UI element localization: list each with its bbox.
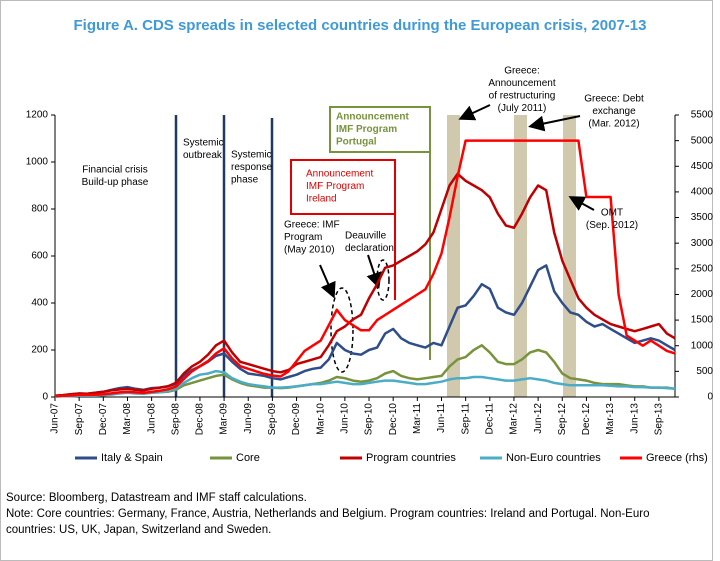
y-tick-label: 800 bbox=[31, 204, 48, 215]
x-tick-label: Jun-11 bbox=[436, 403, 447, 433]
x-tick-label: Mar-08 bbox=[122, 403, 133, 435]
annotation: phase bbox=[231, 175, 259, 186]
dashed-ellipse bbox=[330, 287, 354, 373]
y-tick-label: 1200 bbox=[26, 110, 49, 121]
x-tick-label: Sep-07 bbox=[74, 403, 85, 436]
x-tick-label: Dec-10 bbox=[388, 403, 399, 436]
annotation: Systemic bbox=[183, 138, 224, 149]
x-tick-label: Sep-09 bbox=[267, 403, 278, 436]
y-tick-label: 600 bbox=[31, 251, 48, 262]
x-tick-label: Dec-08 bbox=[195, 403, 206, 436]
x-tick-label: Mar-11 bbox=[412, 403, 423, 434]
y2-tick-label: 5000 bbox=[691, 135, 714, 146]
annotation: Build-up phase bbox=[82, 177, 149, 188]
portugal-box bbox=[329, 106, 431, 153]
series-line bbox=[54, 369, 676, 398]
arrow bbox=[319, 264, 336, 299]
x-tick-label: Sep-08 bbox=[170, 403, 181, 436]
x-tick-label: Sep-11 bbox=[460, 403, 471, 435]
legend-label: Core bbox=[236, 452, 260, 464]
y-tick-label: 1000 bbox=[26, 157, 49, 168]
y2-tick-label: 2500 bbox=[691, 263, 714, 274]
x-tick-label: Jun-13 bbox=[629, 403, 640, 434]
y2-tick-label: 4500 bbox=[691, 161, 714, 172]
y2-tick-label: 3000 bbox=[691, 238, 714, 249]
x-tick-label: Mar-10 bbox=[315, 403, 326, 435]
annotation: exchange bbox=[592, 106, 636, 117]
y-tick-label: 400 bbox=[31, 298, 48, 309]
annotation: declaration bbox=[345, 243, 394, 254]
legend-label: Greece (rhs) bbox=[646, 452, 708, 464]
annotation: Greece: Debt bbox=[584, 94, 644, 105]
annotation: Greece: IMF bbox=[284, 220, 340, 231]
x-tick-label: Mar-13 bbox=[605, 403, 616, 435]
x-tick-label: Mar-12 bbox=[509, 403, 520, 435]
annotation: (May 2010) bbox=[284, 245, 335, 256]
annotation: Program bbox=[284, 232, 322, 243]
annotation: IMF Program bbox=[336, 124, 397, 135]
annotation: OMT bbox=[601, 208, 623, 219]
y2-tick-label: 1500 bbox=[691, 315, 714, 326]
annotation: Deauville bbox=[345, 231, 387, 242]
y-tick-label: 0 bbox=[42, 392, 48, 403]
ireland-box bbox=[290, 159, 396, 215]
shade-band bbox=[447, 115, 460, 397]
annotation: Financial crisis bbox=[82, 165, 148, 176]
shade-band bbox=[514, 115, 527, 397]
arrow bbox=[366, 254, 382, 289]
arrow bbox=[458, 104, 491, 121]
legend-label: Program countries bbox=[366, 452, 456, 464]
y2-tick-label: 1000 bbox=[691, 340, 714, 351]
annotation: IMF Program bbox=[306, 181, 364, 192]
annotation: of restructuring bbox=[489, 91, 556, 102]
series-line bbox=[54, 172, 676, 398]
annotation: Announcement bbox=[336, 112, 409, 123]
legend-label: Italy & Spain bbox=[101, 452, 163, 464]
y2-tick-label: 5500 bbox=[691, 110, 714, 121]
footnotes: Source: Bloomberg, Datastream and IMF st… bbox=[6, 490, 686, 538]
annotation: (Sep. 2012) bbox=[586, 220, 638, 231]
series-line bbox=[54, 139, 676, 398]
annotation: Greece: bbox=[504, 66, 540, 77]
y2-tick-label: 0 bbox=[707, 392, 713, 403]
annotation: (July 2011) bbox=[498, 103, 547, 114]
x-tick-label: Sep-12 bbox=[557, 403, 568, 436]
shade-band bbox=[563, 115, 576, 397]
x-tick-label: Jun-12 bbox=[533, 403, 544, 434]
annotation: Systemic bbox=[231, 150, 272, 161]
y2-tick-label: 4000 bbox=[691, 187, 714, 198]
annotation: outbreak bbox=[183, 150, 223, 161]
annotation: response bbox=[231, 162, 273, 173]
arrow bbox=[568, 196, 595, 211]
x-tick-label: Sep-13 bbox=[654, 403, 665, 436]
chart-title: Figure A. CDS spreads in selected countr… bbox=[74, 17, 647, 34]
x-tick-label: Dec-07 bbox=[98, 403, 109, 436]
note: Note: Core countries: Germany, France, A… bbox=[6, 508, 650, 536]
legend-label: Non-Euro countries bbox=[506, 452, 601, 464]
annotation: Announcement bbox=[488, 78, 555, 89]
x-tick-label: Jun-08 bbox=[146, 403, 157, 434]
annotation: (Mar. 2012) bbox=[588, 119, 639, 130]
x-tick-label: Jun-07 bbox=[50, 403, 61, 434]
annotation: Ireland bbox=[306, 194, 337, 205]
x-tick-label: Dec-11 bbox=[484, 403, 495, 435]
x-tick-label: Jun-09 bbox=[243, 403, 254, 434]
y2-tick-label: 3500 bbox=[691, 212, 714, 223]
arrow bbox=[528, 115, 581, 132]
x-tick-label: Jun-10 bbox=[340, 403, 351, 434]
y-tick-label: 200 bbox=[31, 345, 48, 356]
source: Source: Bloomberg, Datastream and IMF st… bbox=[6, 492, 307, 504]
annotation: Portugal bbox=[336, 137, 377, 148]
annotation: Announcement bbox=[306, 169, 373, 180]
annotation-shapes bbox=[174, 104, 595, 397]
y2-tick-label: 2000 bbox=[691, 289, 714, 300]
x-tick-label: Mar-09 bbox=[219, 403, 230, 435]
x-tick-label: Dec-09 bbox=[291, 403, 302, 436]
x-tick-label: Dec-12 bbox=[581, 403, 592, 436]
y2-tick-label: 500 bbox=[696, 366, 713, 377]
x-tick-label: Sep-10 bbox=[364, 403, 375, 436]
